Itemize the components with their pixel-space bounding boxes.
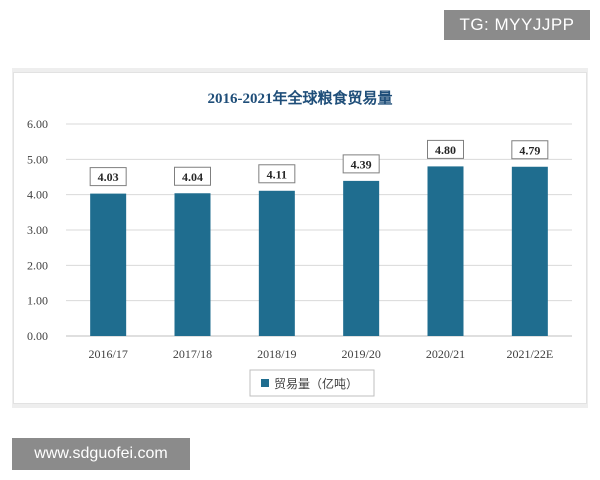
legend-swatch [261, 379, 269, 387]
bar [90, 193, 127, 336]
y-tick-label: 5.00 [27, 152, 48, 166]
y-tick-label: 0.00 [27, 329, 48, 343]
data-label-box [342, 154, 380, 174]
x-tick-label: 2016/17 [88, 347, 127, 361]
y-tick-label: 2.00 [27, 258, 48, 272]
data-label: 4.04 [182, 170, 203, 184]
legend: 贸易量（亿吨） [249, 369, 375, 397]
data-label-box [174, 166, 211, 186]
bar [343, 180, 380, 336]
data-label: 4.39 [351, 157, 372, 171]
x-tick-label: 2018/19 [257, 347, 296, 361]
watermark-top: TG: MYYJJPP [444, 10, 590, 40]
x-tick-label: 2020/21 [426, 347, 465, 361]
legend-label: 贸易量（亿吨） [274, 376, 358, 391]
data-label: 4.80 [435, 143, 456, 157]
y-axis-tick-labels: 0.00 1.00 2.00 3.00 4.00 5.00 6.00 [27, 117, 48, 343]
data-label: 4.11 [267, 167, 287, 181]
data-label-box [258, 164, 296, 184]
y-tick-label: 4.00 [27, 188, 48, 202]
bars [90, 166, 548, 336]
x-axis-tick-labels: 2016/17 2017/18 2018/19 2019/20 2020/21 2021/… [88, 347, 553, 361]
chart-title: 2016-2021年全球粮食贸易量 [208, 89, 393, 107]
data-labels: 4.03 4.04 4.11 4.39 4.80 4.79 [89, 139, 549, 187]
grid-lines [66, 123, 572, 337]
data-label-box [89, 167, 127, 187]
x-tick-label: 2021/22E [506, 347, 553, 361]
bar [174, 193, 211, 336]
data-label: 4.03 [98, 170, 119, 184]
bar [258, 190, 295, 336]
bar [427, 166, 464, 336]
watermark-bottom: www.sdguofei.com [12, 438, 190, 470]
data-label: 4.79 [519, 143, 540, 157]
x-tick-label: 2019/20 [341, 347, 380, 361]
data-label-box [427, 139, 464, 159]
x-tick-label: 2017/18 [173, 347, 212, 361]
y-tick-label: 1.00 [27, 294, 48, 308]
legend-box [249, 369, 375, 397]
y-tick-label: 3.00 [27, 223, 48, 237]
data-label-box [511, 140, 549, 160]
bar [511, 166, 548, 336]
y-tick-label: 6.00 [27, 117, 48, 131]
